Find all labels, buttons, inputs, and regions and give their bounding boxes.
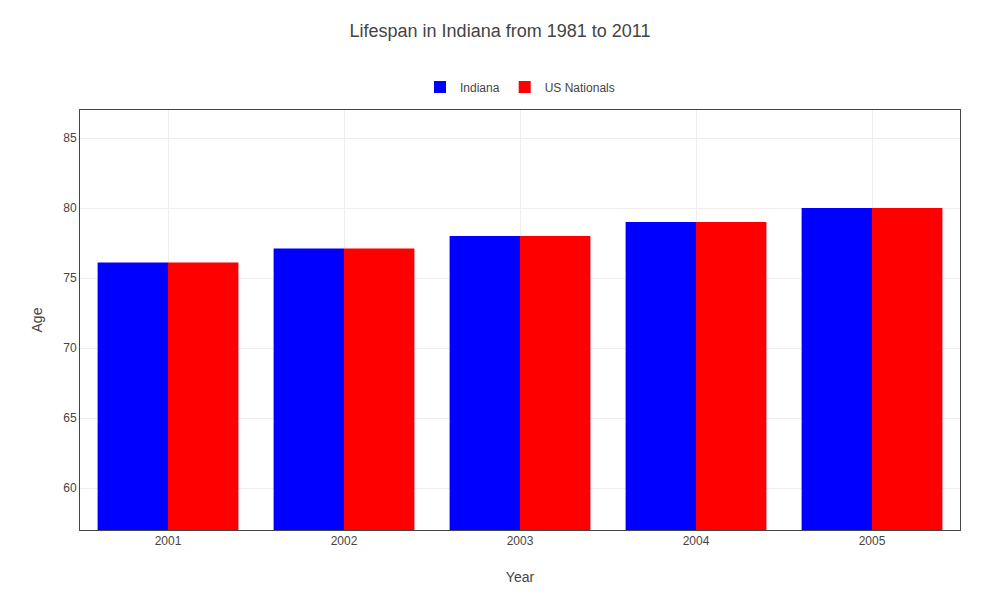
svg-text:2004: 2004: [683, 534, 710, 548]
svg-text:Age: Age: [29, 307, 45, 332]
svg-text:Year: Year: [506, 569, 535, 585]
svg-text:80: 80: [63, 201, 77, 215]
svg-text:US Nationals: US Nationals: [545, 81, 615, 95]
svg-text:65: 65: [63, 411, 77, 425]
svg-text:Lifespan in Indiana from 1981: Lifespan in Indiana from 1981 to 2011: [350, 21, 651, 41]
svg-text:2001: 2001: [155, 534, 182, 548]
svg-text:2002: 2002: [331, 534, 358, 548]
svg-text:60: 60: [63, 481, 77, 495]
svg-text:2003: 2003: [507, 534, 534, 548]
svg-text:85: 85: [63, 131, 77, 145]
svg-text:Indiana: Indiana: [460, 81, 500, 95]
svg-text:70: 70: [63, 341, 77, 355]
svg-text:2005: 2005: [859, 534, 886, 548]
svg-text:75: 75: [63, 271, 77, 285]
